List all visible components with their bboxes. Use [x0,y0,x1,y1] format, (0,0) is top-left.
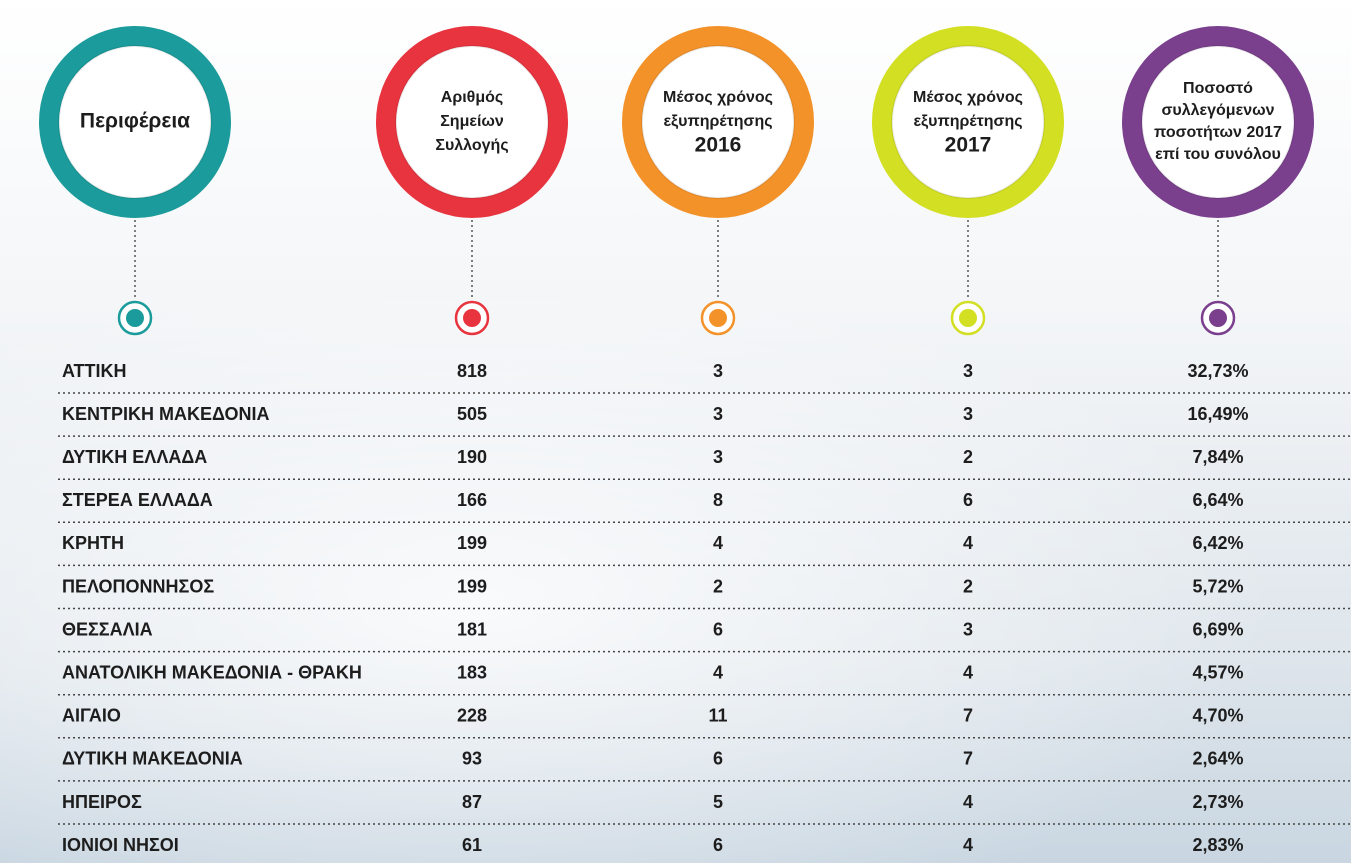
table-cell: 6,42% [1192,533,1243,553]
region-name: ΙΟΝΙΟΙ ΝΗΣΟΙ [62,835,179,855]
table-cell: 7 [963,749,973,769]
marker-dot [959,309,977,327]
table-cell: 505 [457,404,487,424]
table-cell: 4 [963,835,973,855]
header-ring-shade [891,45,1045,199]
table-cell: 2,83% [1192,835,1243,855]
table-cell: 5 [713,792,723,812]
table-cell: 7 [963,706,973,726]
region-name: ΔΥΤΙΚΗ ΜΑΚΕΔΟΝΙΑ [62,749,243,769]
header-label: εξυπηρέτησης [663,113,772,130]
table-cell: 6 [963,490,973,510]
region-name: ΑΝΑΤΟΛΙΚΗ ΜΑΚΕΔΟΝΙΑ - ΘΡΑΚΗ [62,662,362,682]
table-cell: 2 [963,576,973,596]
header-ring-shade [1141,45,1295,199]
header-ring [376,26,568,218]
header-ring [872,26,1064,218]
table-cell: 2,64% [1192,749,1243,769]
table-cell: 5,72% [1192,576,1243,596]
table-cell: 6 [713,835,723,855]
marker-dot [1209,309,1227,327]
header-label: 2016 [695,134,742,157]
header-label: Ποσοστό [1183,80,1253,97]
table-cell: 7,84% [1192,447,1243,467]
table-cell: 4 [713,533,723,553]
header-ring [622,26,814,218]
region-name: ΠΕΛΟΠΟΝΝΗΣΟΣ [62,576,214,596]
table-cell: 11 [708,706,727,726]
header-ring [1122,26,1314,218]
table-cell: 199 [457,576,487,596]
table-cell: 6,69% [1192,619,1243,639]
header-ring [39,26,231,218]
header-label: 2017 [945,134,992,157]
table-cell: 4 [963,533,973,553]
table-cell: 181 [457,619,487,639]
region-name: ΑΙΓΑΙΟ [62,706,121,726]
table-cell: 3 [713,361,723,381]
header-label: συλλεγόμενων [1161,102,1274,119]
table-cell: 4 [963,662,973,682]
table-cell: 190 [457,447,487,467]
region-name: ΚΕΝΤΡΙΚΗ ΜΑΚΕΔΟΝΙΑ [62,404,269,424]
header-label: Περιφέρεια [80,110,190,133]
table-cell: 3 [713,447,723,467]
table-cell: 2,73% [1192,792,1243,812]
table-cell: 4 [963,792,973,812]
header-label: επί του συνόλου [1155,146,1281,163]
header-label: Μέσος χρόνος [913,89,1023,106]
header-ring-shade [395,45,549,199]
region-name: ΣΤΕΡΕΑ ΕΛΛΑΔΑ [62,490,213,510]
marker-dot [709,309,727,327]
header-label: εξυπηρέτησης [913,113,1022,130]
header-label: Αριθμός [441,89,503,106]
table-cell: 32,73% [1187,361,1248,381]
table-cell: 8 [713,490,723,510]
region-name: ΚΡΗΤΗ [62,533,124,553]
region-name: ΗΠΕΙΡΟΣ [62,792,142,812]
header-label: Μέσος χρόνος [663,89,773,106]
table-cell: 4 [713,662,723,682]
table-cell: 16,49% [1187,404,1248,424]
table-cell: 3 [713,404,723,424]
table-cell: 6,64% [1192,490,1243,510]
cloud [0,300,1351,863]
header-ring-shade [58,45,212,199]
table-cell: 6 [713,619,723,639]
marker-dot [463,309,481,327]
table-cell: 3 [963,619,973,639]
header-label: ποσοτήτων 2017 [1154,124,1282,141]
table-cell: 183 [457,662,487,682]
table-cell: 61 [462,835,482,855]
table-cell: 2 [963,447,973,467]
region-name: ΘΕΣΣΑΛΙΑ [62,619,153,639]
header-label: Σημείων [440,113,504,130]
table-cell: 818 [457,361,487,381]
table-cell: 3 [963,361,973,381]
table-cell: 4,70% [1192,706,1243,726]
header-ring-shade [641,45,795,199]
table-cell: 166 [457,490,487,510]
table-cell: 2 [713,576,723,596]
table-cell: 87 [462,792,482,812]
table-cell: 3 [963,404,973,424]
table-cell: 93 [462,749,482,769]
table-cell: 6 [713,749,723,769]
marker-dot [126,309,144,327]
region-name: ΑΤΤΙΚΗ [62,361,127,381]
table-cell: 4,57% [1192,662,1243,682]
header-label: Συλλογής [435,137,508,154]
table-cell: 228 [457,706,487,726]
region-name: ΔΥΤΙΚΗ ΕΛΛΑΔΑ [62,447,207,467]
table-cell: 199 [457,533,487,553]
